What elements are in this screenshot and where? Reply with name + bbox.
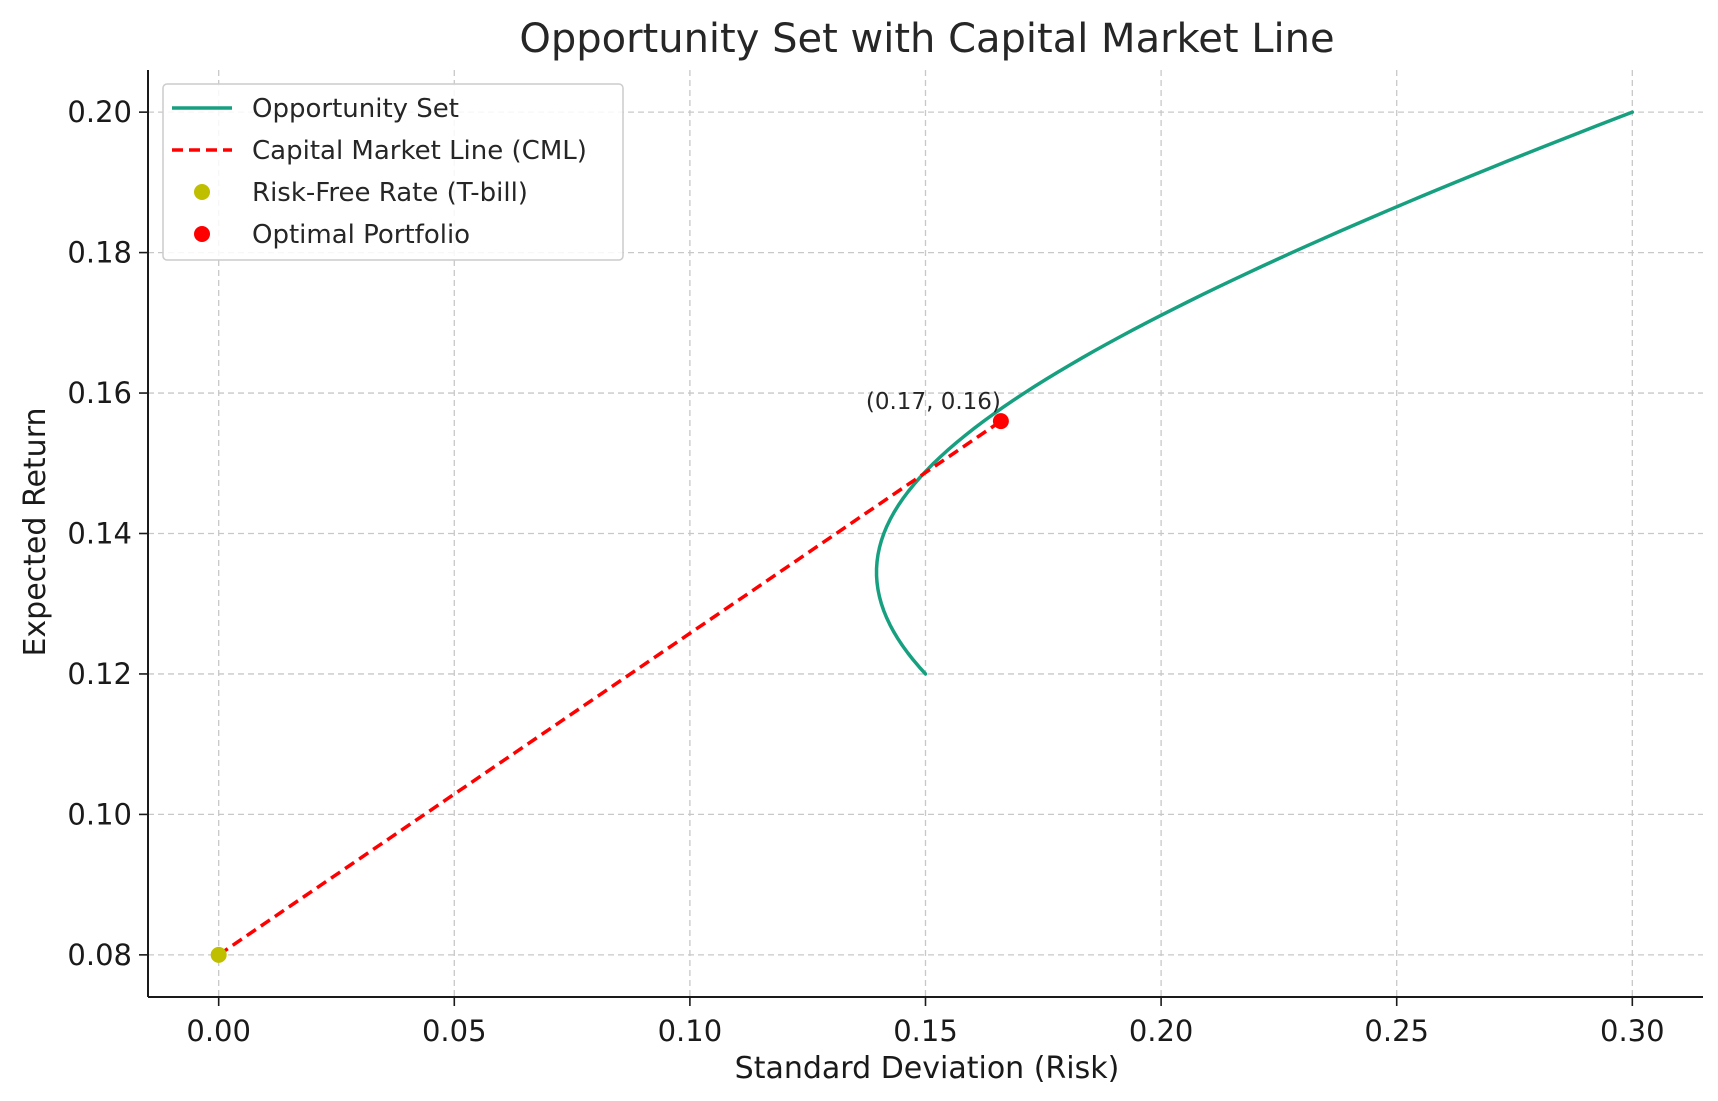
data-layer: (0.17, 0.16) [210, 110, 1635, 963]
x-tick-label: 0.00 [186, 1014, 251, 1048]
series-opportunity-set-line [874, 110, 1635, 676]
legend-label-risk-free: Risk-Free Rate (T-bill) [252, 178, 528, 208]
chart-title: Opportunity Set with Capital Market Line [519, 16, 1334, 62]
y-tick-label: 0.20 [67, 95, 132, 129]
y-tick-label: 0.14 [67, 517, 132, 551]
x-tick-label: 0.10 [658, 1014, 723, 1048]
legend: Opportunity Set Capital Market Line (CML… [162, 83, 624, 261]
legend-label-cml: Capital Market Line (CML) [252, 136, 587, 166]
y-tick-label: 0.10 [67, 797, 132, 831]
point-optimal-portfolio [992, 413, 1009, 430]
legend-swatch-risk-free [194, 184, 210, 200]
point-risk-free-rate [210, 946, 227, 963]
x-tick-label: 0.15 [893, 1014, 958, 1048]
y-tick-label: 0.18 [67, 236, 132, 270]
y-tick-label: 0.12 [67, 657, 132, 691]
y-axis-label: Expected Return [18, 407, 53, 656]
y-tick-label: 0.16 [67, 376, 132, 410]
x-axis-label: Standard Deviation (Risk) [735, 1051, 1120, 1086]
x-tick-label: 0.05 [422, 1014, 487, 1048]
x-tick-label: 0.20 [1129, 1014, 1194, 1048]
legend-swatch-optimal [194, 226, 210, 242]
x-tick-label: 0.25 [1364, 1014, 1429, 1048]
series-cml-line [217, 419, 1002, 957]
annotation-optimal-coordinates: (0.17, 0.16) [866, 389, 1001, 415]
legend-label-opportunity-set: Opportunity Set [252, 94, 459, 124]
x-tick-label: 0.30 [1600, 1014, 1665, 1048]
y-tick-label: 0.08 [67, 938, 132, 972]
legend-frame [162, 83, 624, 261]
legend-label-optimal: Optimal Portfolio [252, 220, 470, 250]
axes-layer: 0.00 0.05 0.10 0.15 0.20 0.25 0.30 0.08 0.10 0.12… [67, 70, 1703, 1048]
